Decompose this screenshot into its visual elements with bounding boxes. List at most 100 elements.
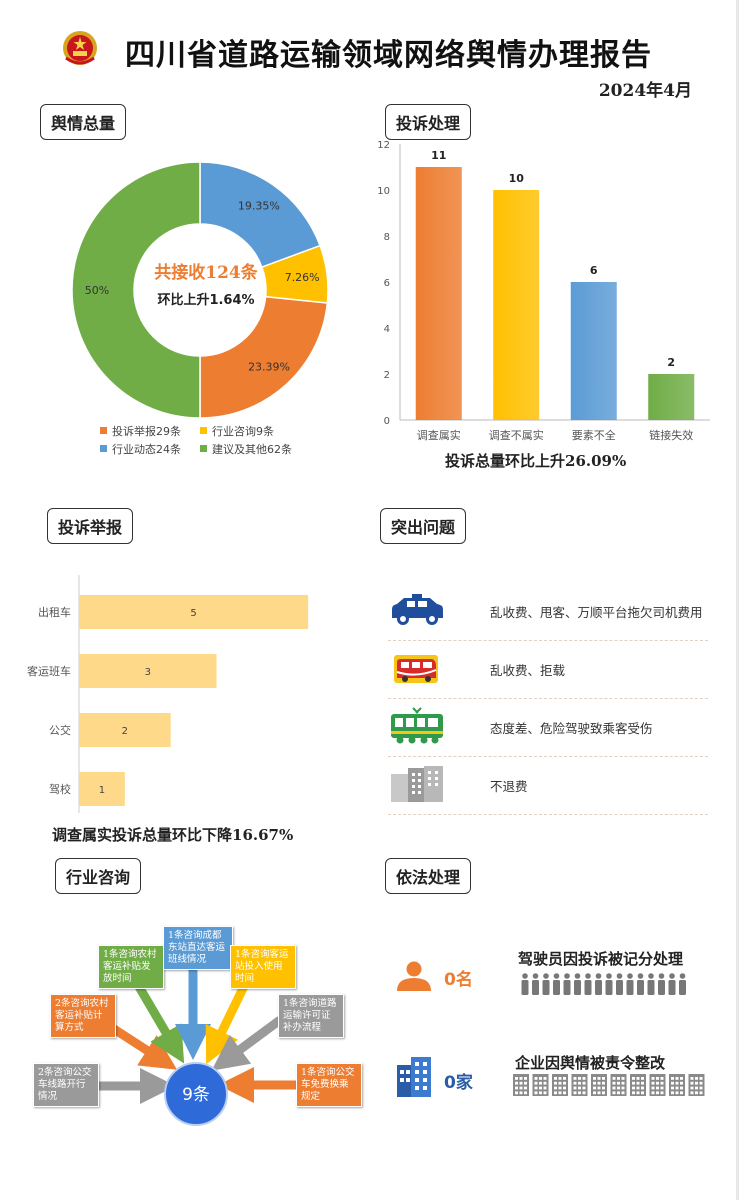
person-head (553, 973, 560, 979)
building-window (699, 1077, 703, 1080)
building-window (582, 1077, 586, 1080)
building-window (563, 1091, 566, 1095)
taxi-icon (392, 594, 443, 625)
report-bar-value-3: 1 (99, 785, 105, 796)
building-window (602, 1081, 605, 1085)
handling-bar-value-3: 2 (667, 356, 675, 369)
person-head (532, 973, 539, 979)
report-date: 2024年4月 (598, 81, 692, 101)
handling-bar-2 (570, 282, 617, 420)
building-window (543, 1086, 547, 1090)
building-window (690, 1086, 694, 1090)
building-window (582, 1086, 586, 1090)
building-window (636, 1077, 640, 1080)
consult-center-count: 9条 (182, 1085, 210, 1105)
donut-slice-0 (199, 295, 329, 419)
building-window (695, 1081, 698, 1085)
building-window (578, 1081, 581, 1085)
building-window (573, 1086, 577, 1090)
person-head (669, 973, 675, 979)
building-window (593, 1077, 596, 1080)
building-window (651, 1081, 655, 1085)
building-window (612, 1081, 616, 1085)
building-window (539, 1086, 542, 1090)
building-window (651, 1091, 655, 1095)
building-window (671, 1081, 674, 1085)
person-body (626, 980, 634, 995)
coach-bus-icon (394, 655, 438, 683)
building-window (675, 1091, 679, 1095)
building-window (641, 1091, 644, 1095)
handling-bar-value-0: 11 (431, 149, 446, 162)
building-window (690, 1081, 694, 1085)
report-category-label-3: 驾校 (49, 782, 71, 796)
company-penalty-text: 企业因舆情被责令整改 (515, 1054, 666, 1072)
person-head (648, 973, 654, 979)
building-window (558, 1081, 562, 1085)
consult-box-subsidy-time: 1条咨询农村客运补贴发放时间 (98, 945, 164, 989)
consult-box-permit: 1条咨询道路运输许可证补办流程 (278, 994, 344, 1038)
issue-text-school: 不退费 (490, 779, 528, 794)
report-bar-value-2: 2 (122, 726, 128, 737)
legend-item-other: 建议及其他62条 (200, 441, 292, 457)
building-window (519, 1091, 523, 1095)
building-window (621, 1091, 625, 1095)
building-window (515, 1077, 518, 1080)
building-window (656, 1081, 659, 1085)
building-window (641, 1077, 644, 1080)
building-window (515, 1091, 518, 1095)
page-title: 四川省道路运输领域网络舆情办理报告 (125, 38, 652, 73)
building-window (690, 1077, 694, 1080)
person-head (606, 973, 612, 979)
y-tick-label: 12 (377, 140, 390, 151)
building-window (563, 1086, 566, 1090)
building-window (680, 1081, 683, 1085)
building-window (617, 1086, 620, 1090)
person-head (585, 973, 591, 979)
building-window (660, 1091, 664, 1095)
person-body (553, 980, 560, 995)
building-window (621, 1081, 625, 1085)
person-body (668, 980, 676, 995)
building-window (617, 1081, 620, 1085)
building-window (524, 1086, 527, 1090)
building-window (524, 1077, 527, 1080)
building-window (651, 1086, 655, 1090)
handling-bar-value-2: 6 (590, 264, 598, 277)
handling-category-label-2: 要素不全 (572, 428, 616, 442)
building-window (675, 1081, 679, 1085)
donut-slice-label-1: 7.26% (285, 271, 320, 284)
donut-legend: 投诉举报29条 行业咨询9条 行业动态24条 建议及其他62条 (100, 423, 330, 459)
issue-row-school: 不退费 (388, 756, 708, 815)
building-window (656, 1091, 659, 1095)
building-window (617, 1091, 620, 1095)
building-window (641, 1086, 644, 1090)
building-window (593, 1091, 596, 1095)
building-window (612, 1091, 616, 1095)
y-tick-label: 4 (384, 324, 390, 335)
donut-slice-2 (199, 161, 321, 269)
building-window (543, 1091, 547, 1095)
issue-row-taxi: 乱收费、甩客、万顺平台拖欠司机费用 (388, 582, 708, 641)
section-consult-title: 行业咨询 (55, 858, 142, 894)
issue-row-bus: 态度差、危险驾驶致乘客受伤 (388, 698, 708, 757)
issue-text-bus: 态度差、危险驾驶致乘客受伤 (490, 721, 653, 736)
building-window (597, 1081, 601, 1085)
consult-arrows (92, 964, 296, 1104)
building-window (597, 1077, 601, 1080)
y-tick-label: 0 (384, 416, 390, 427)
handling-bar-chart: 0 2 4 6 8 10 12 11 调查属实 10 调查不属实 6 要素不全 2 链接失效 (377, 140, 710, 442)
building-window (660, 1086, 664, 1090)
person-body (637, 980, 644, 995)
building-window (578, 1086, 581, 1090)
consult-box-station-open: 1条咨询客运站投入使用时间 (230, 945, 296, 989)
report-bar-value-0: 5 (190, 608, 196, 619)
person-head (543, 973, 549, 979)
building-window (558, 1077, 562, 1080)
driver-count: 0名 (444, 970, 473, 990)
building-window (641, 1081, 644, 1085)
building-window (558, 1086, 562, 1090)
person-body (647, 980, 655, 995)
driver-penalty-text: 驾驶员因投诉被记分处理 (518, 950, 684, 968)
building-window (612, 1077, 616, 1080)
